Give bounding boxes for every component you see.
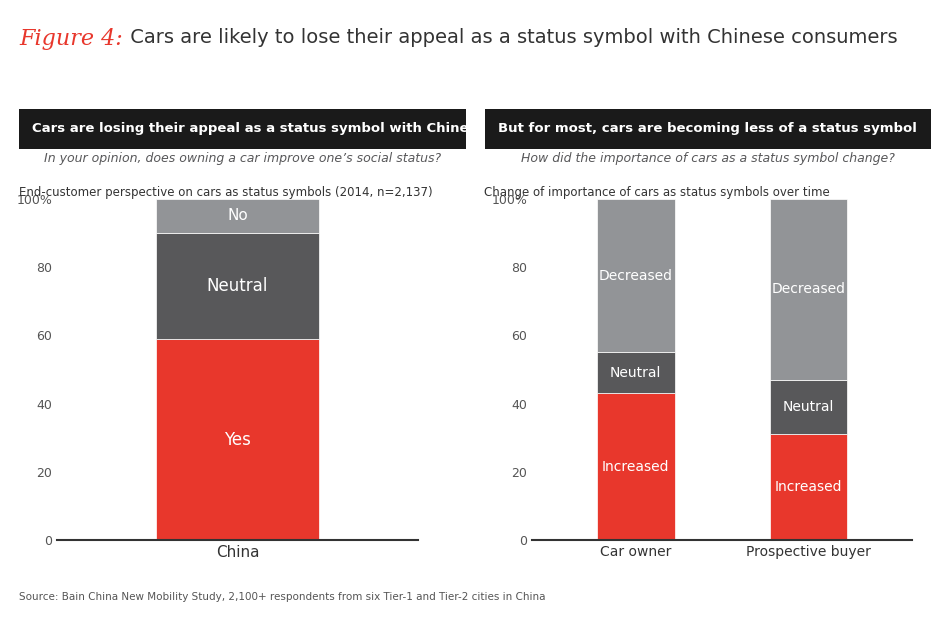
Bar [156,339,319,540]
Text: Figure 4:: Figure 4: [19,28,123,50]
Bar [770,199,847,379]
Text: How did the importance of cars as a status symbol change?: How did the importance of cars as a stat… [521,152,895,165]
Text: In your opinion, does owning a car improve one’s social status?: In your opinion, does owning a car impro… [44,152,441,165]
Bar [156,199,319,233]
Text: Increased: Increased [774,480,842,494]
Text: Change of importance of cars as status symbols over time: Change of importance of cars as status s… [484,186,830,199]
Text: Increased: Increased [602,460,670,474]
Text: Cars are losing their appeal as a status symbol with Chinese consumers: Cars are losing their appeal as a status… [32,122,572,135]
Text: Decreased: Decreased [771,282,846,296]
Text: Neutral: Neutral [783,400,834,414]
Text: No: No [227,208,248,224]
FancyBboxPatch shape [484,109,931,149]
FancyBboxPatch shape [19,109,466,149]
Bar [597,353,674,394]
Bar [597,199,674,352]
Bar [597,394,674,540]
Text: Source: Bain China New Mobility Study, 2,100+ respondents from six Tier-1 and Ti: Source: Bain China New Mobility Study, 2… [19,592,545,602]
Text: But for most, cars are becoming less of a status symbol: But for most, cars are becoming less of … [499,122,917,135]
Text: Neutral: Neutral [207,277,268,295]
Bar [770,379,847,435]
Bar [770,435,847,540]
Text: Yes: Yes [224,430,251,448]
Bar [156,233,319,339]
Text: Neutral: Neutral [610,366,661,380]
Text: Decreased: Decreased [598,268,673,283]
Text: End-customer perspective on cars as status symbols (2014, n=2,137): End-customer perspective on cars as stat… [19,186,432,199]
Text: Cars are likely to lose their appeal as a status symbol with Chinese consumers: Cars are likely to lose their appeal as … [124,28,897,47]
